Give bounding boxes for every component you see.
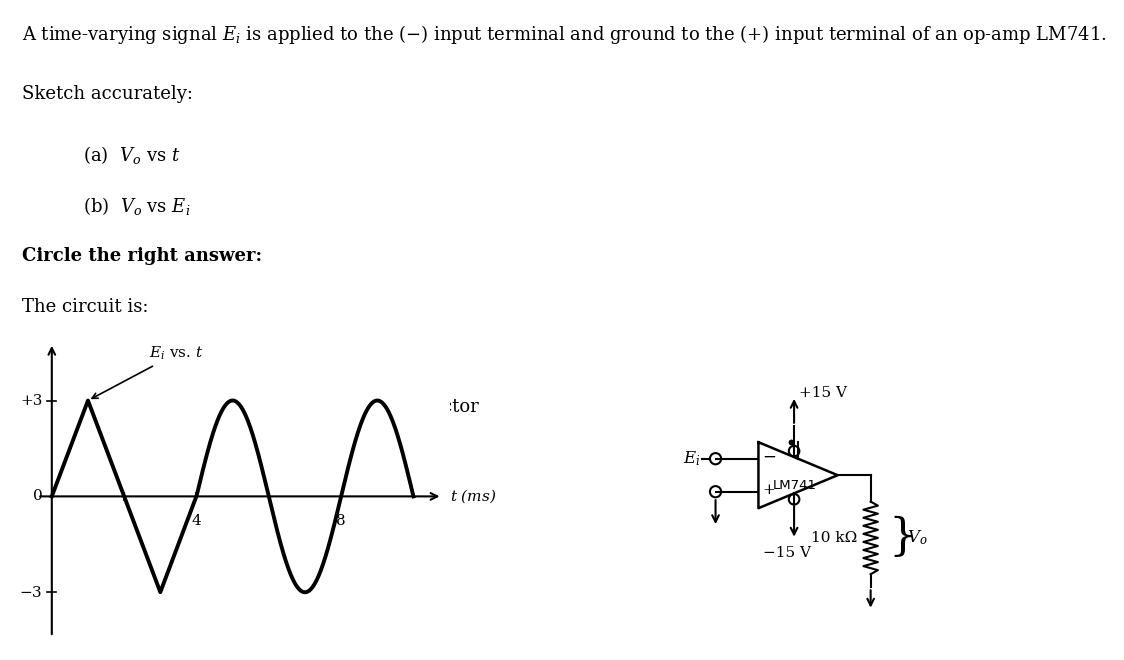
Text: +15 V: +15 V (799, 385, 847, 400)
Text: (b)  A non- inverting zero-crossing detector: (b) A non- inverting zero-crossing detec… (83, 397, 479, 416)
Text: (a)  An inverting zero-crossing detector: (a) An inverting zero-crossing detector (83, 343, 444, 361)
Text: LM741: LM741 (772, 478, 817, 492)
Text: (a)  $V_o$ vs $t$: (a) $V_o$ vs $t$ (83, 144, 180, 166)
Text: 0: 0 (33, 489, 43, 504)
Text: $-3$: $-3$ (19, 585, 43, 600)
Text: $E_i$ vs. $t$: $E_i$ vs. $t$ (92, 345, 203, 399)
Text: +3: +3 (20, 393, 43, 407)
Text: A time-varying signal $E_i$ is applied to the $(-$) input terminal and ground to: A time-varying signal $E_i$ is applied t… (22, 24, 1107, 46)
Text: −15 V: −15 V (763, 546, 812, 560)
Text: }: } (889, 516, 917, 560)
Text: $E_i$: $E_i$ (683, 449, 700, 468)
Text: $-$: $-$ (762, 447, 777, 465)
Text: (b)  $V_o$ vs $E_i$: (b) $V_o$ vs $E_i$ (83, 195, 190, 217)
Text: The circuit is:: The circuit is: (22, 298, 148, 316)
Text: 10 kΩ: 10 kΩ (810, 531, 856, 545)
Text: 4: 4 (191, 514, 201, 528)
Text: Circle the right answer:: Circle the right answer: (22, 247, 262, 265)
Text: 8: 8 (336, 514, 346, 528)
Text: $V_o$: $V_o$ (907, 529, 927, 547)
Text: $t$ (ms): $t$ (ms) (450, 488, 496, 506)
Text: $+$: $+$ (762, 483, 776, 497)
Text: Sketch accurately:: Sketch accurately: (22, 85, 193, 103)
